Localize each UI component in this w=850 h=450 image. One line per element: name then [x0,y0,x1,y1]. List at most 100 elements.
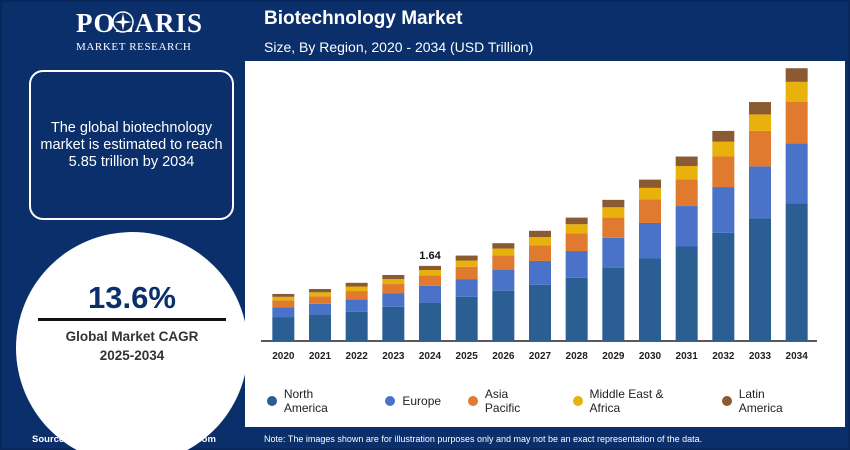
bar-segment-2033-north-america [749,218,771,341]
bar-segment-2026-latin-america [492,243,515,249]
legend-item: Europe [385,394,441,408]
bar-segment-2030-north-america [639,258,661,341]
x-tick-label: 2024 [419,351,442,362]
bar-segment-2025-europe [455,279,478,297]
bar-segment-2031-north-america [675,246,698,341]
bar-segment-2020-asia-pacific [272,300,295,308]
bar-segment-2030-europe [639,222,661,259]
legend-dot-icon [267,396,277,406]
cagr-divider [38,318,226,321]
legend-item: Asia Pacific [468,387,546,415]
chart-title: Biotechnology Market [264,8,463,29]
bar-segment-2027-north-america [529,284,551,341]
bar-segment-2032-latin-america [712,130,735,142]
bar-segment-2029-middle-east-africa [602,207,625,218]
bar-segment-2028-middle-east-africa [565,224,588,234]
bar-segment-2026-europe [492,269,515,291]
x-tick-label: 2022 [346,351,369,362]
bar-segment-2032-asia-pacific [712,156,735,188]
bar-segment-2024-europe [419,285,441,303]
bar-segment-2030-latin-america [639,179,661,188]
bar-segment-2033-latin-america [749,102,771,115]
chart-subtitle: Size, By Region, 2020 - 2034 (USD Trilli… [264,39,534,55]
x-tick-label: 2033 [749,351,772,362]
x-tick-label: 2030 [639,351,662,362]
bar-segment-2033-europe [749,166,771,219]
brand-subtitle: MARKET RESEARCH [76,41,192,53]
bar-segment-2030-middle-east-africa [639,187,661,200]
x-tick-label: 2026 [492,351,515,362]
brand-logo: POLARIS MARKET RESEARCH [42,8,232,58]
bar-segment-2034-north-america [785,203,808,341]
legend-dot-icon [572,396,583,406]
bar-segment-2031-middle-east-africa [675,166,698,180]
bar-segment-2024-north-america [419,302,441,341]
legend-label: Europe [402,394,442,408]
legend-item: Middle East & Africa [572,387,695,415]
summary-box: The global biotechnology market is estim… [29,70,234,220]
cagr-label-line1: Global Market CAGR [65,329,199,344]
bar-segment-2022-europe [345,299,368,312]
x-tick-label: 2025 [456,351,479,362]
x-tick-label: 2020 [272,351,295,362]
bar-segment-2026-north-america [492,290,515,341]
star-icon [112,11,134,33]
source-text: Source:www.polarismarketresearch.com [32,434,216,445]
legend-dot-icon [468,396,478,406]
x-tick-label: 2029 [602,351,625,362]
x-tick-label: 2034 [786,351,809,362]
bar-segment-2023-middle-east-africa [382,279,405,285]
cagr-circle: 13.6% Global Market CAGR 2025-2034 [16,232,248,450]
bar-segment-2027-asia-pacific [529,245,551,261]
chart-panel: 2020 2021 2022 2023 2024 1.64 2025 2026 2027 2028… [245,61,845,427]
legend-label: Middle East & Africa [589,387,664,415]
x-tick-label: 2028 [566,351,589,362]
data-label: 1.64 [419,250,441,262]
bar-segment-2028-latin-america [565,217,588,225]
legend-dot-icon [385,396,396,406]
cagr-label: Global Market CAGR 2025-2034 [16,327,248,365]
brand-name: POLARIS [76,8,204,38]
bar-segment-2021-middle-east-africa [309,292,331,297]
bar-segment-2023-asia-pacific [382,284,405,294]
bar-segment-2021-latin-america [309,289,331,293]
stacked-bar-chart: 2020 2021 2022 2023 2024 1.64 2025 2026 2027 2028… [261,68,817,362]
summary-text: The global biotechnology market is estim… [40,119,223,170]
bar-segment-2034-latin-america [785,68,808,82]
bar-segment-2029-latin-america [602,199,625,208]
bar-segment-2031-europe [675,206,698,247]
bar-segment-2020-middle-east-africa [272,296,295,301]
note-text: Note: The images shown are for illustrat… [264,434,703,444]
legend-label: Asia Pacific [484,387,521,415]
bar-segment-2024-middle-east-africa [419,270,441,276]
bar-segment-2025-middle-east-africa [455,260,478,267]
bar-segment-2021-asia-pacific [309,296,331,304]
bar-segment-2023-europe [382,293,405,307]
bar-segment-2032-europe [712,187,735,233]
bar-segment-2024-asia-pacific [419,275,441,286]
bar-segment-2021-europe [309,303,331,315]
bar-segment-2033-asia-pacific [749,130,771,167]
cagr-value: 13.6% [88,280,176,315]
bar-segment-2022-latin-america [345,282,368,287]
bar-segment-2027-latin-america [529,230,551,237]
bar-segment-2033-middle-east-africa [749,114,771,131]
x-tick-label: 2023 [382,351,405,362]
bar-segment-2028-europe [565,251,588,278]
bar-segment-2020-europe [272,307,295,318]
bar-segment-2032-middle-east-africa [712,141,735,157]
bar-segment-2028-asia-pacific [565,233,588,252]
legend-dot-icon [721,396,732,406]
bar-segment-2020-north-america [272,317,295,341]
bar-segment-2020-latin-america [272,293,295,297]
bar-segment-2029-asia-pacific [602,217,625,238]
bar-segment-2025-north-america [455,296,478,341]
bar-segment-2024-latin-america [419,265,441,271]
bar-segment-2022-asia-pacific [345,291,368,300]
bar-segment-2029-europe [602,237,625,268]
bar-segment-2021-north-america [309,314,331,341]
bar-segment-2022-middle-east-africa [345,286,368,292]
bar-segment-2023-north-america [382,306,405,341]
bar-segment-2034-europe [785,143,808,204]
